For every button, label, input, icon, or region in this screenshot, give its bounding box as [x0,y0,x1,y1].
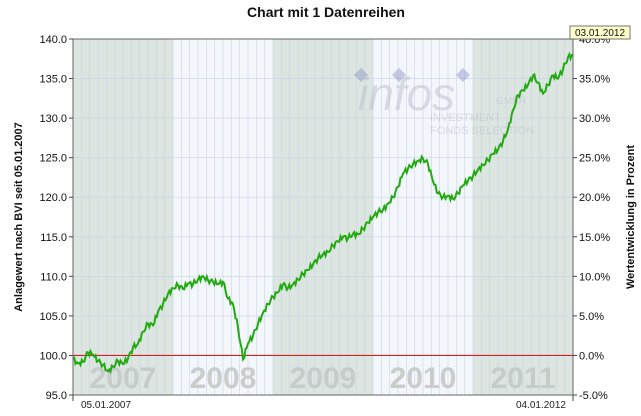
svg-text:GMBH: GMBH [496,96,526,107]
right-tick-label: 0.0% [579,350,604,362]
x-end-label: 04.01.2012 [516,400,566,411]
left-axis-label: Anlagewert nach BVI seit 05.01.2007 [13,122,25,312]
right-tick-label: 10.0% [579,271,610,283]
year-label: 2007 [90,362,157,395]
grid-lines [73,38,573,396]
x-start-label: 05.01.2007 [81,400,131,411]
right-tick-label: 25.0% [579,153,610,165]
end-date-badge: 03.01.2012 [569,25,631,40]
left-tick-label: 130.0 [39,113,67,125]
left-tick-label: 125.0 [39,153,67,165]
series-line [72,51,574,375]
right-axis: -5.0% 0.0% 5.0% 10.0% 15.0% 20.0% 25.0% 30.0% 35… [573,34,610,402]
right-tick-label: 5.0% [579,311,604,323]
infos-watermark-logo: infos GMBH INVESTMENT FONDS SELECTION [353,67,534,137]
left-tick-label: 115.0 [40,232,67,244]
right-tick-label: 20.0% [579,192,610,204]
left-tick-label: 110.0 [40,271,67,283]
svg-text:FONDS SELECTION: FONDS SELECTION [430,125,534,137]
svg-text:infos: infos [358,68,455,120]
plot-frame [72,38,574,396]
right-axis-label: Wertentwicklung in Prozent [625,145,637,289]
left-tick-label: 105.0 [39,311,67,323]
left-axis: 95.0 100.0 105.0 110.0 115.0 120.0 125.0 130.0 1… [39,34,574,402]
right-tick-label: 15.0% [579,232,610,244]
chart-title: Chart mit 1 Datenreihen [247,4,405,20]
right-tick-label: -5.0% [579,390,608,402]
year-label: 2011 [490,362,555,395]
left-tick-label: 140.0 [39,34,67,46]
year-label: 2009 [290,362,357,395]
right-tick-label: 35.0% [579,74,610,86]
left-tick-label: 135.0 [39,74,67,86]
left-tick-label: 100.0 [39,350,67,362]
year-label: 2008 [190,362,257,395]
right-tick-label: 30.0% [579,113,610,125]
svg-text:INVESTMENT: INVESTMENT [430,112,501,124]
year-label: 2010 [390,362,457,395]
left-tick-label: 120.0 [39,192,67,204]
year-watermarks: 2007 2008 2009 2010 2011 [90,362,556,395]
end-date-text: 03.01.2012 [575,28,625,39]
left-tick-label: 95.0 [46,390,67,402]
